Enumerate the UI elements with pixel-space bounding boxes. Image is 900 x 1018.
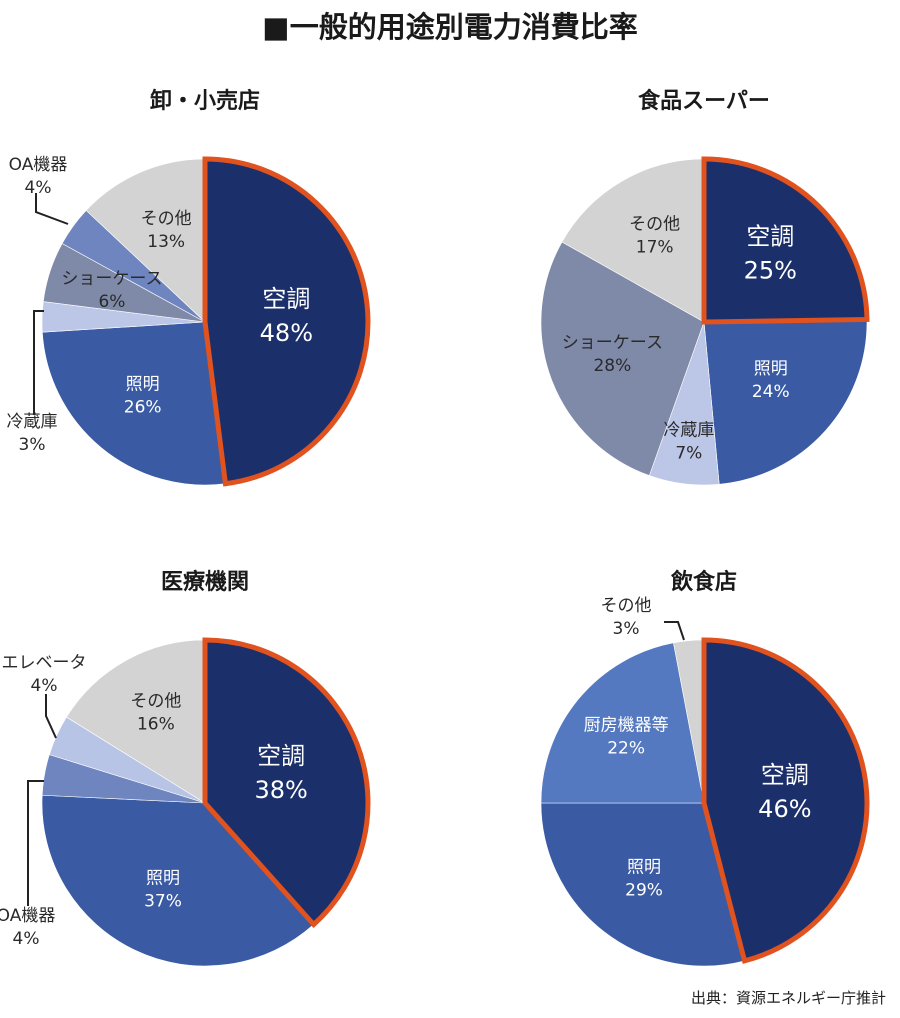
pie-slice: [540, 642, 705, 804]
slice-label: 冷蔵庫: [663, 420, 714, 440]
slice-value: 17%: [636, 238, 674, 258]
slice-value: 25%: [744, 257, 797, 285]
slice-label: 照明: [754, 359, 788, 379]
pie-slice: [540, 241, 705, 476]
chart-title: 飲食店: [670, 569, 737, 595]
slice-value: 24%: [752, 382, 790, 402]
slice-label: 空調: [257, 742, 305, 770]
slice-label: 照明: [146, 868, 180, 888]
page-title: ■一般的用途別電力消費比率: [262, 10, 638, 44]
slice-label: ショーケース: [61, 269, 162, 289]
pie-slice: [561, 158, 705, 323]
slice-value: 6%: [98, 292, 125, 312]
leader-line: [33, 310, 44, 415]
highlight-outline: [701, 156, 870, 325]
pie-slice: [66, 639, 206, 804]
leader-line: [27, 780, 44, 906]
leader-line: [664, 621, 685, 641]
slice-label: 厨房機器等: [584, 716, 669, 736]
slice-label: その他: [601, 596, 652, 616]
slice-value: 4%: [25, 178, 52, 198]
slice-value: 4%: [13, 929, 40, 949]
chart-title: 医療機関: [161, 569, 249, 595]
slice-value: 3%: [19, 435, 46, 455]
highlight-outline: [202, 156, 371, 487]
slice-label: その他: [141, 209, 192, 229]
pie-slice: [85, 158, 206, 323]
slice-value: 28%: [593, 356, 631, 376]
chart-title: 卸・小売店: [150, 88, 260, 114]
slice-value: 29%: [625, 880, 663, 900]
chart-title: 食品スーパー: [638, 88, 770, 114]
pie-slice: [41, 794, 315, 967]
slice-label: ショーケース: [562, 333, 663, 353]
slice-value: 37%: [144, 891, 182, 911]
slice-label: その他: [130, 692, 181, 712]
slice-label: 照明: [627, 857, 661, 877]
slice-label: 冷蔵庫: [7, 412, 58, 432]
slice-value: 13%: [147, 232, 185, 252]
slice-value: 38%: [254, 776, 307, 804]
pie-slice: [540, 802, 745, 967]
slice-value: 22%: [607, 739, 645, 759]
slice-label: OA機器: [9, 155, 68, 175]
slice-label: OA機器: [0, 906, 55, 926]
leader-line: [45, 694, 57, 739]
highlight-outline: [202, 637, 371, 929]
leader-line: [35, 193, 69, 225]
pie-slice: [42, 321, 226, 486]
source-note: 出典：資源エネルギー庁推計: [690, 989, 886, 1007]
slice-label: エレベータ: [2, 653, 87, 673]
slice-label: 空調: [761, 761, 809, 789]
slice-value: 7%: [675, 443, 702, 463]
slice-value: 16%: [137, 715, 175, 735]
slice-label: 空調: [262, 285, 310, 313]
slice-value: 3%: [613, 619, 640, 639]
slice-value: 48%: [260, 319, 313, 347]
slice-value: 4%: [31, 676, 58, 696]
slice-value: 46%: [758, 795, 811, 823]
highlight-outline: [701, 637, 870, 964]
pie-slice: [703, 319, 868, 485]
slice-label: 空調: [746, 223, 794, 251]
slice-label: 照明: [126, 374, 160, 394]
slice-value: 26%: [124, 397, 162, 417]
slice-label: その他: [629, 215, 680, 235]
